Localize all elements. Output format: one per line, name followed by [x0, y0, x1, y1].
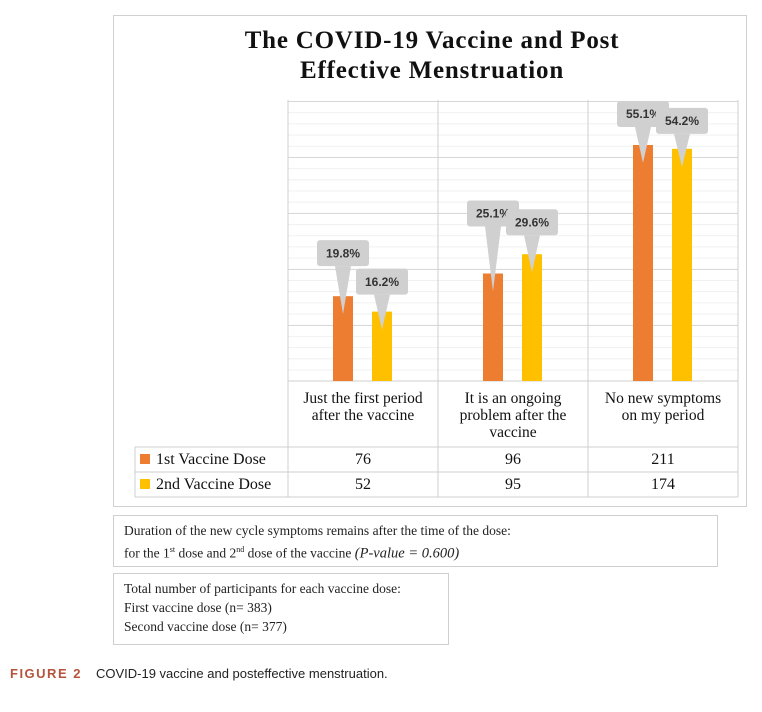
table-cell: 211: [651, 451, 675, 468]
note-text: dose of the vaccine: [244, 545, 355, 561]
note-text: dose and 2: [175, 545, 237, 561]
caption-text: COVID-19 vaccine and posteffective menst…: [95, 666, 388, 681]
legend-label: 2nd Vaccine Dose: [156, 476, 272, 493]
callout-pointer: [335, 266, 351, 315]
note-box: Total number of participants for each va…: [113, 573, 449, 645]
callout-pointer: [524, 235, 540, 273]
bar: [372, 311, 392, 381]
legend-swatch: [140, 479, 150, 489]
table-cell: 52: [355, 476, 371, 493]
value-label: 16.2%: [365, 275, 399, 289]
bar: [483, 273, 503, 381]
bar: [672, 148, 692, 381]
legend-item: 2nd Vaccine Dose: [140, 472, 271, 497]
callout-pointer: [374, 294, 390, 330]
callout-box: [506, 209, 558, 236]
note-box: Duration of the new cycle symptoms remai…: [113, 515, 718, 567]
chart-title: The COVID-19 Vaccine and Post Effective …: [244, 27, 620, 84]
caption: FIGURE 2 COVID-19 vaccine and posteffecti…: [10, 666, 388, 681]
bar: [333, 296, 353, 381]
callout-box: [356, 268, 408, 295]
value-label: 25.1%: [476, 207, 510, 221]
note-line: Total number of participants for each va…: [124, 581, 401, 596]
value-label: 54.2%: [665, 114, 699, 128]
value-label: 29.6%: [515, 215, 549, 229]
callout-pointer: [635, 126, 651, 163]
caption-label: FIGURE 2: [10, 666, 82, 681]
value-label: 19.8%: [326, 246, 360, 260]
x-tick-label: Just the first period after the vaccine: [303, 390, 423, 424]
x-tick-label: It is an ongoing problem after the vacci…: [459, 390, 567, 441]
table-cell: 174: [651, 476, 675, 493]
callout-box: [317, 240, 369, 267]
value-label: 55.1%: [626, 107, 660, 121]
legend-label: 1st Vaccine Dose: [156, 451, 266, 468]
note-line: First vaccine dose (n= 383): [124, 600, 272, 615]
legend-swatch: [140, 454, 150, 464]
bar: [633, 144, 653, 381]
table-cell: 96: [505, 451, 521, 468]
callout-pointer: [674, 133, 690, 167]
note-sup: st: [169, 545, 176, 554]
table-cell: 95: [505, 476, 521, 493]
bar: [522, 254, 542, 381]
note-text: for the 1: [124, 545, 170, 561]
note-sup: nd: [236, 545, 245, 554]
callout-pointer: [485, 226, 501, 292]
callout-box: [656, 107, 708, 134]
p-value: (P-value = 0.600): [354, 545, 460, 562]
note-line: Second vaccine dose (n= 377): [124, 619, 287, 634]
note-line: for the 1st dose and 2nd dose of the vac…: [124, 540, 707, 564]
chart-frame: [113, 15, 747, 507]
note-line: Duration of the new cycle symptoms remai…: [124, 523, 511, 538]
x-tick-label: No new symptoms on my period: [604, 390, 722, 424]
legend-item: 1st Vaccine Dose: [140, 447, 266, 472]
table-cell: 76: [355, 451, 371, 468]
